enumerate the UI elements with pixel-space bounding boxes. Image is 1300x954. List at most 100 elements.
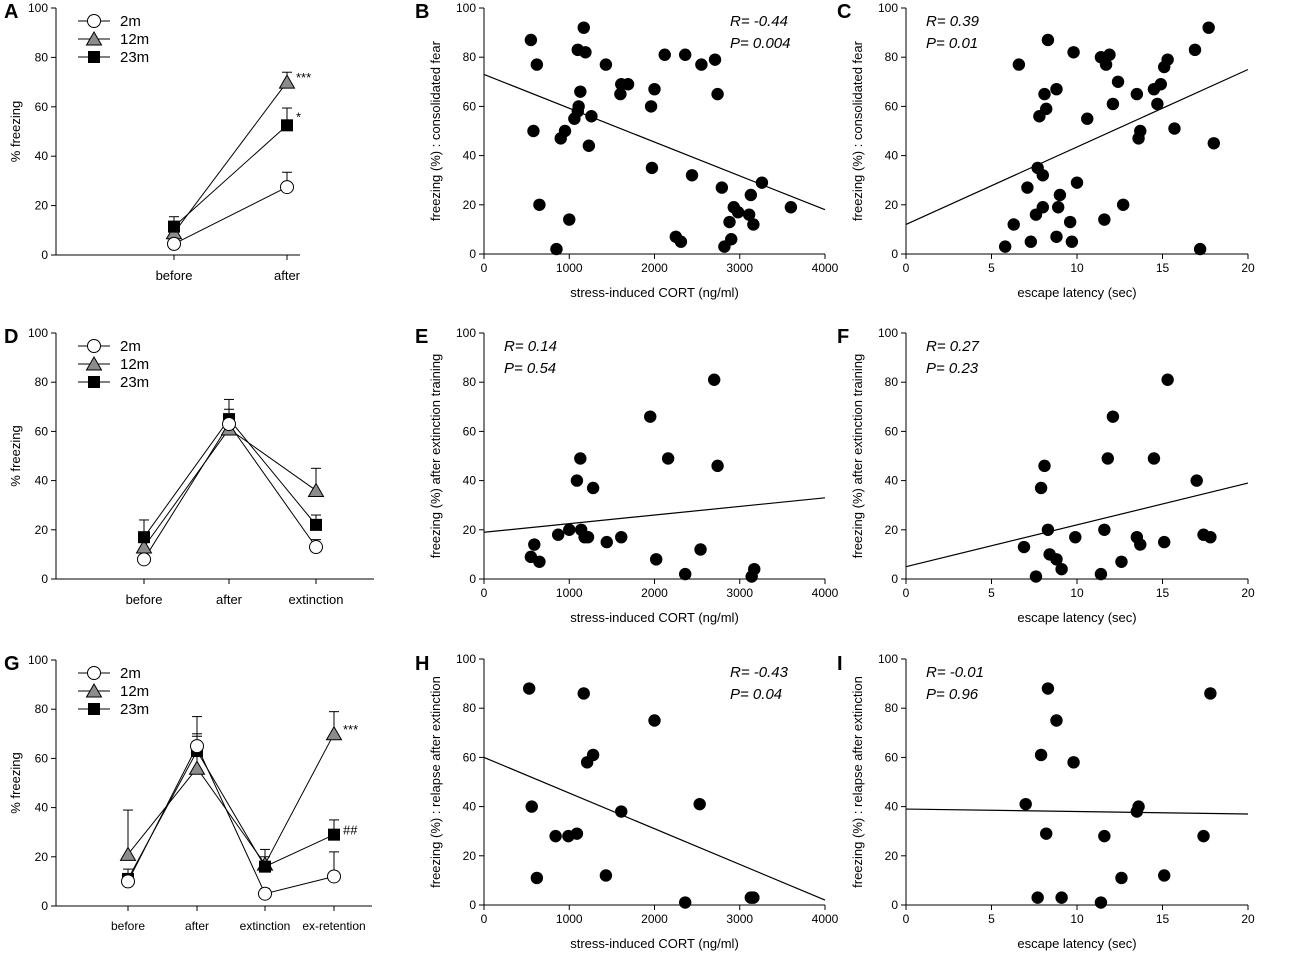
x-tick-label: 2000 — [641, 261, 668, 275]
data-point — [577, 21, 590, 34]
panel-label: F — [837, 326, 849, 348]
panel-label: I — [837, 653, 843, 675]
data-point — [1050, 82, 1063, 96]
legend-marker-12m — [85, 355, 103, 371]
data-point — [527, 124, 540, 138]
data-point — [644, 410, 657, 423]
stat-p: P= 0.54 — [504, 360, 556, 377]
data-point — [1190, 474, 1203, 487]
data-point — [1158, 869, 1171, 882]
series-line-23m — [143, 418, 317, 538]
data-point — [549, 829, 562, 843]
data-marker-2m — [327, 869, 341, 884]
data-point — [755, 176, 769, 189]
y-tick-label: 20 — [463, 198, 477, 212]
data-point — [1050, 553, 1063, 566]
x-tick-label: 15 — [1156, 586, 1170, 600]
legend-marker-2m — [87, 14, 101, 28]
data-marker-23m — [259, 860, 271, 873]
data-point — [1151, 97, 1164, 111]
x-axis-label: stress-induced CORT (ng/ml) — [570, 610, 739, 625]
stat-r: R= -0.44 — [730, 13, 788, 30]
y-axis-label: freezing (%) after extinction training — [428, 354, 443, 558]
data-point — [533, 198, 546, 211]
y-axis-label: freezing (%) : consolidated fear — [428, 40, 443, 221]
y-axis-label: freezing (%) : relapse after extinction — [428, 676, 443, 888]
y-tick-label: 80 — [35, 50, 49, 64]
y-tick-label: 100 — [456, 326, 476, 340]
legend-marker-2m — [87, 666, 101, 680]
y-tick-label: 80 — [463, 50, 477, 64]
legend-label: 2m — [120, 338, 141, 355]
data-point — [550, 242, 563, 256]
significance-mark: ## — [343, 823, 358, 838]
y-tick-label: 0 — [469, 247, 476, 261]
panel-h: H 0 20 40 60 80 100 freezing (%) : relapse afte… — [415, 652, 839, 951]
data-point — [1050, 230, 1063, 243]
y-tick-label: 40 — [885, 474, 899, 488]
data-point — [725, 233, 738, 246]
y-tick-label: 100 — [456, 1, 476, 15]
y-tick-label: 40 — [885, 800, 899, 814]
data-point — [1106, 97, 1120, 111]
y-tick-label: 80 — [463, 375, 477, 389]
data-point — [1067, 46, 1080, 59]
y-tick-label: 0 — [41, 572, 48, 586]
x-tick-label: 0 — [481, 912, 488, 926]
data-point — [1036, 201, 1050, 214]
data-point — [1204, 530, 1217, 544]
significance-mark: *** — [296, 70, 311, 85]
data-marker-23m — [138, 531, 150, 544]
data-point — [645, 161, 659, 175]
y-tick-label: 100 — [28, 1, 48, 15]
x-tick-label: 4000 — [812, 586, 839, 600]
data-point — [1202, 21, 1215, 34]
data-point — [615, 805, 628, 818]
data-marker-2m — [167, 236, 181, 251]
series-line-12m — [127, 733, 335, 866]
x-tick-label: 0 — [903, 586, 910, 600]
y-tick-label: 20 — [463, 523, 477, 537]
x-tick-label: 20 — [1241, 586, 1255, 600]
y-axis-label: % freezing — [8, 425, 23, 486]
legend-label: 23m — [120, 701, 149, 718]
data-point — [747, 218, 760, 231]
legend-marker-23m — [88, 51, 100, 63]
y-tick-label: 60 — [885, 99, 899, 113]
data-point — [530, 58, 544, 71]
data-point — [1067, 756, 1080, 769]
x-tick-label: 5 — [988, 261, 995, 275]
y-tick-label: 60 — [885, 424, 899, 438]
data-point — [1034, 748, 1048, 762]
y-tick-label: 20 — [35, 850, 49, 864]
data-point — [600, 535, 613, 549]
x-tick-label: 0 — [903, 261, 910, 275]
stat-r: R= 0.39 — [926, 13, 980, 30]
y-axis-label: % freezing — [8, 752, 23, 813]
y-tick-label: 0 — [41, 248, 48, 262]
data-point — [1055, 562, 1068, 576]
data-point — [1101, 452, 1114, 465]
regression-line — [905, 808, 1249, 815]
data-point — [1069, 530, 1082, 544]
y-tick-label: 0 — [41, 899, 48, 913]
data-point — [585, 110, 598, 123]
data-point — [1098, 829, 1111, 843]
data-point — [1031, 891, 1044, 904]
data-point — [1207, 137, 1221, 150]
data-point — [1038, 87, 1051, 101]
data-point — [599, 58, 613, 71]
data-point — [678, 48, 692, 61]
data-point — [525, 800, 538, 813]
data-point — [678, 567, 692, 581]
data-point — [1111, 75, 1125, 89]
data-marker-12m — [188, 760, 206, 775]
data-marker-2m — [309, 540, 323, 555]
data-point — [586, 748, 600, 762]
x-tick-label: 5 — [988, 586, 995, 600]
data-point — [707, 373, 721, 386]
